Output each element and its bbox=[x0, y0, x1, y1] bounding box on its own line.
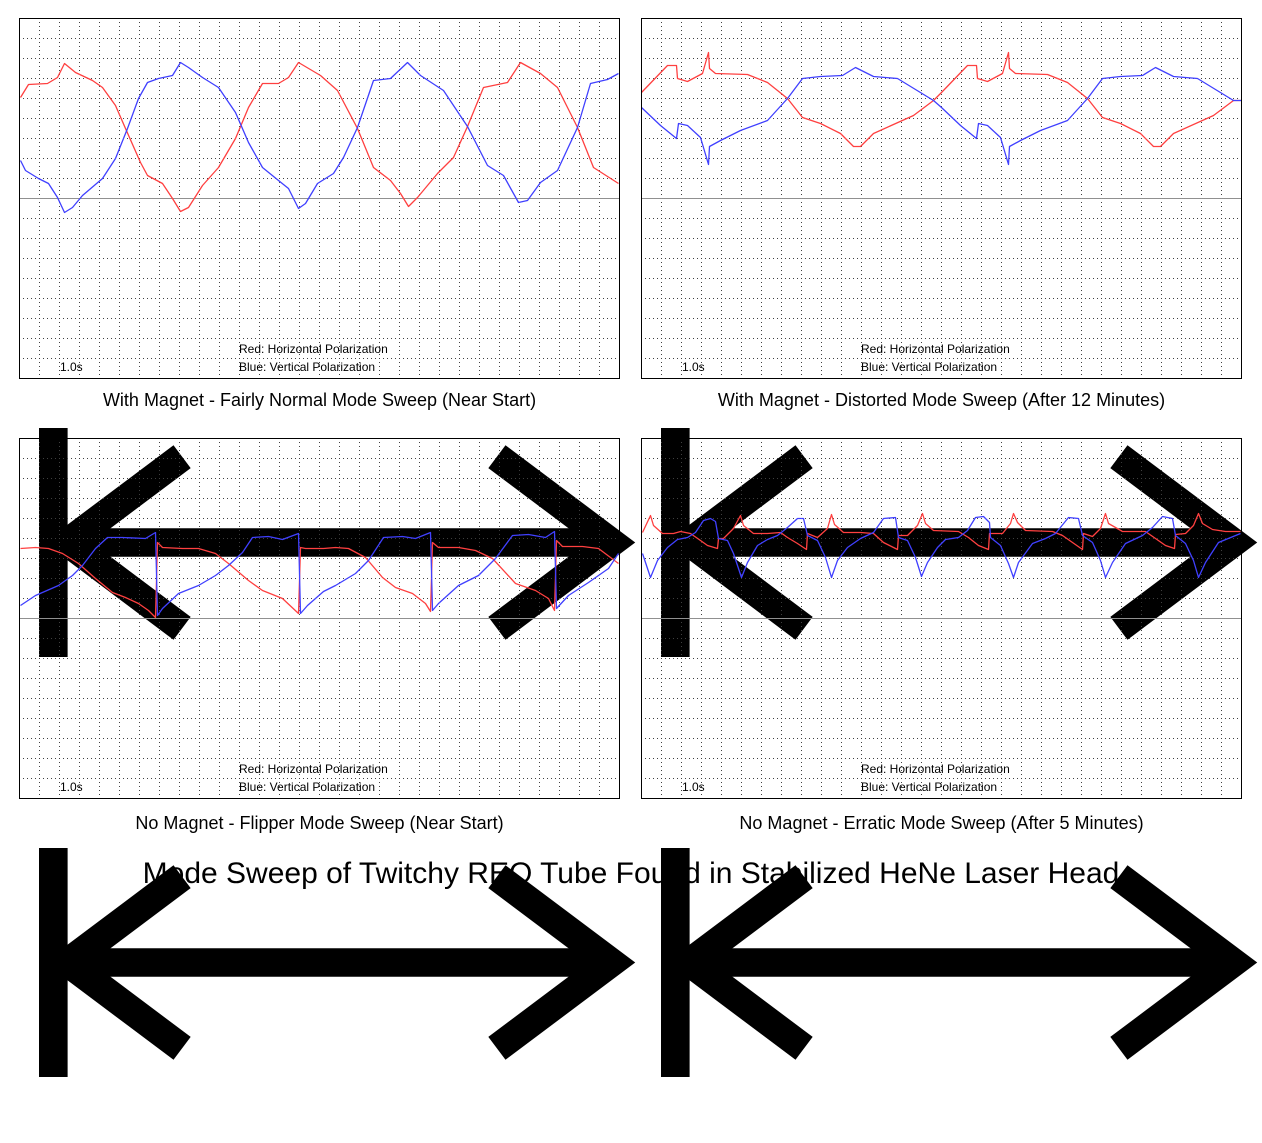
plot-border bbox=[19, 18, 620, 379]
time-scale: 1.0s bbox=[39, 780, 636, 1077]
series-line-horizontal-polarization bbox=[641, 51, 1242, 148]
chart-plot bbox=[641, 18, 1242, 379]
scale-label: 1.0s bbox=[682, 360, 705, 374]
legend-red: Red: Horizontal Polarization bbox=[239, 762, 388, 776]
chart-panel-4: 1.0s Red: Horizontal Polarization Blue: … bbox=[641, 438, 1258, 1077]
series-line-vertical-polarization bbox=[641, 515, 1241, 579]
series-line-horizontal-polarization bbox=[641, 512, 1241, 551]
series-line-vertical-polarization bbox=[641, 66, 1242, 166]
plot-border bbox=[641, 18, 1242, 379]
legend-blue: Blue: Vertical Polarization bbox=[861, 780, 998, 794]
chart-caption-4: No Magnet - Erratic Mode Sweep (After 5 … bbox=[739, 813, 1144, 833]
time-scale: 1.0s bbox=[661, 780, 1258, 1077]
scale-label: 1.0s bbox=[682, 780, 705, 794]
chart-caption-1: With Magnet - Fairly Normal Mode Sweep (… bbox=[102, 390, 537, 410]
legend-blue: Blue: Vertical Polarization bbox=[861, 360, 998, 374]
time-scale: 1.0s bbox=[39, 360, 636, 657]
double-arrow-icon bbox=[661, 782, 1258, 1077]
chart-caption-2: With Magnet - Distorted Mode Sweep (Afte… bbox=[717, 390, 1166, 410]
double-arrow-icon bbox=[39, 782, 636, 1077]
legend-red: Red: Horizontal Polarization bbox=[861, 762, 1010, 776]
double-arrow-icon bbox=[661, 362, 1258, 657]
time-scale: 1.0s bbox=[661, 360, 1258, 657]
chart-plot bbox=[641, 438, 1242, 799]
plot-border bbox=[19, 438, 620, 799]
chart-panel-3: 1.0s Red: Horizontal Polarization Blue: … bbox=[19, 438, 636, 1077]
series-line-horizontal-polarization bbox=[20, 539, 619, 619]
legend-blue: Blue: Vertical Polarization bbox=[239, 360, 376, 374]
plot-border bbox=[641, 438, 1242, 799]
series-line-horizontal-polarization bbox=[19, 61, 619, 213]
legend-red: Red: Horizontal Polarization bbox=[861, 342, 1010, 356]
chart-plot bbox=[19, 438, 620, 799]
chart-caption-3: No Magnet - Flipper Mode Sweep (Near Sta… bbox=[135, 813, 504, 833]
figure-title: Mode Sweep of Twitchy REO Tube Found in … bbox=[142, 857, 1120, 890]
chart-panel-2: 1.0s Red: Horizontal Polarization Blue: … bbox=[641, 18, 1258, 657]
chart-panel-1: 1.0s Red: Horizontal Polarization Blue: … bbox=[19, 18, 636, 657]
scale-label: 1.0s bbox=[60, 360, 83, 374]
scale-label: 1.0s bbox=[60, 780, 83, 794]
series-line-vertical-polarization bbox=[20, 530, 620, 617]
chart-plot bbox=[19, 18, 620, 379]
series-line-vertical-polarization bbox=[19, 61, 619, 214]
legend-blue: Blue: Vertical Polarization bbox=[239, 780, 376, 794]
double-arrow-icon bbox=[39, 362, 636, 657]
legend-red: Red: Horizontal Polarization bbox=[239, 342, 388, 356]
